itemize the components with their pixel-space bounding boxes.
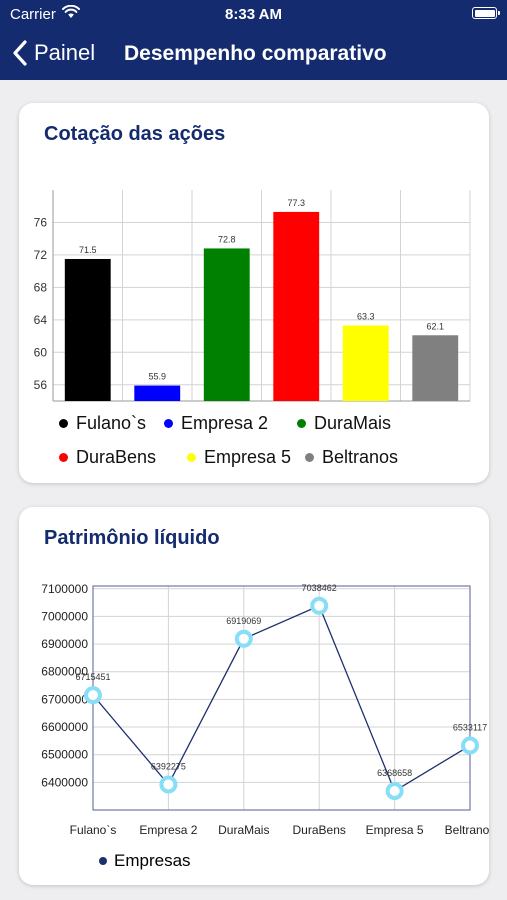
page-title: Desempenho comparativo xyxy=(124,42,387,65)
bar-1 xyxy=(64,258,111,401)
back-button[interactable]: Painel xyxy=(10,38,95,68)
y-tick-label: 6600000 xyxy=(41,720,88,734)
legend-dot xyxy=(99,857,107,865)
legend-dot xyxy=(59,453,68,462)
legend-dot xyxy=(59,419,68,428)
legend-item-empresa-5: Empresa 5 xyxy=(187,447,291,468)
net-worth-card: Patrimônio líquido 6400000 6500000 6600000… xyxy=(19,507,489,885)
y-tick-label: 6800000 xyxy=(41,665,88,679)
battery-icon xyxy=(472,7,500,19)
bar-data-label: 63.3 xyxy=(357,312,375,322)
y-tick-label: 6400000 xyxy=(41,775,88,789)
data-point xyxy=(385,782,404,801)
point-data-label: 6919069 xyxy=(226,616,261,626)
carrier-label: Carrier xyxy=(10,6,56,23)
x-tick-label: Empresa 2 xyxy=(139,823,197,837)
x-tick-label: Beltranos xyxy=(445,823,489,837)
bar-data-label: 72.8 xyxy=(218,234,236,244)
bar-4 xyxy=(273,211,320,401)
y-tick-label: 60 xyxy=(34,345,48,359)
y-tick-label: 64 xyxy=(34,313,48,327)
legend-label: Fulano`s xyxy=(76,413,147,433)
bar-chart: 56 60 64 68 72 76 71.5 55.9 72.8 77.3 63.3 62.1 xyxy=(34,190,471,402)
y-tick-label: 76 xyxy=(34,215,48,229)
wifi-icon xyxy=(62,4,80,23)
line-chart-legend: Empresas xyxy=(99,851,191,871)
x-tick-label: Empresa 5 xyxy=(366,823,424,837)
legend-item-duramais: DuraMais xyxy=(297,413,391,434)
legend-item-fulanos: Fulano`s xyxy=(59,413,146,434)
y-tick-label: 6500000 xyxy=(41,748,88,762)
legend-dot xyxy=(164,419,173,428)
bar-3 xyxy=(203,248,250,401)
data-point xyxy=(310,596,329,615)
legend-label: Empresa 2 xyxy=(181,413,269,433)
bar-5 xyxy=(342,325,389,401)
plot-frame xyxy=(92,585,471,811)
status-bar: Carrier 8:33 AM xyxy=(0,0,507,28)
legend-dot xyxy=(305,453,314,462)
bar-data-label: 62.1 xyxy=(426,321,444,331)
clock: 8:33 AM xyxy=(225,6,282,23)
x-tick-label: Fulano`s xyxy=(70,823,117,837)
point-data-label: 7038462 xyxy=(302,583,337,593)
x-tick-label: DuraMais xyxy=(218,823,269,837)
data-point xyxy=(159,775,178,794)
x-tick-label: DuraBens xyxy=(293,823,346,837)
point-data-label: 6368658 xyxy=(377,768,412,778)
bar-6 xyxy=(412,335,459,401)
legend-label: Empresa 5 xyxy=(204,447,292,467)
card-title-stock-price: Cotação das ações xyxy=(44,123,226,145)
point-data-label: 6533117 xyxy=(453,723,487,733)
back-button-label: Painel xyxy=(34,40,96,65)
bar-data-label: 55.9 xyxy=(148,372,166,382)
data-point xyxy=(461,736,479,755)
stock-price-card: Cotação das ações 56 60 64 68 72 76 71.5 55.9 72… xyxy=(19,103,489,483)
bar-data-label: 77.3 xyxy=(287,198,305,208)
legend-label: DuraMais xyxy=(314,413,392,433)
card-title-net-worth: Patrimônio líquido xyxy=(44,527,220,549)
series-line-empresas xyxy=(92,604,471,792)
chevron-left-icon xyxy=(13,40,27,66)
navigation-header: Carrier 8:33 AM Painel Desempenho compar… xyxy=(0,0,507,80)
y-tick-label: 72 xyxy=(34,248,48,262)
nav-bar: Painel Desempenho comparativo xyxy=(0,34,507,74)
y-tick-label: 7100000 xyxy=(41,582,88,596)
point-data-label: 6715451 xyxy=(75,672,110,682)
legend-item-empresa-2: Empresa 2 xyxy=(164,413,268,434)
legend-item-beltranos: Beltranos xyxy=(305,447,398,468)
y-tick-label: 56 xyxy=(34,378,48,392)
legend-label: Empresas xyxy=(114,851,191,870)
legend-dot xyxy=(297,419,306,428)
point-data-label: 6392275 xyxy=(151,761,186,771)
bar-2 xyxy=(134,385,181,401)
bar-data-label: 71.5 xyxy=(79,245,97,255)
data-point xyxy=(234,629,253,648)
data-point xyxy=(84,686,102,705)
y-tick-label: 7000000 xyxy=(41,609,88,623)
y-tick-label: 6700000 xyxy=(41,692,88,706)
y-tick-label: 6900000 xyxy=(41,637,88,651)
y-tick-label: 68 xyxy=(34,280,48,294)
legend-label: DuraBens xyxy=(76,447,157,467)
legend-label: Beltranos xyxy=(322,447,399,467)
legend-item-durabens: DuraBens xyxy=(59,447,156,468)
legend-dot xyxy=(187,453,196,462)
line-chart: 6400000 6500000 6600000 6700000 6800000 69000… xyxy=(41,582,489,837)
